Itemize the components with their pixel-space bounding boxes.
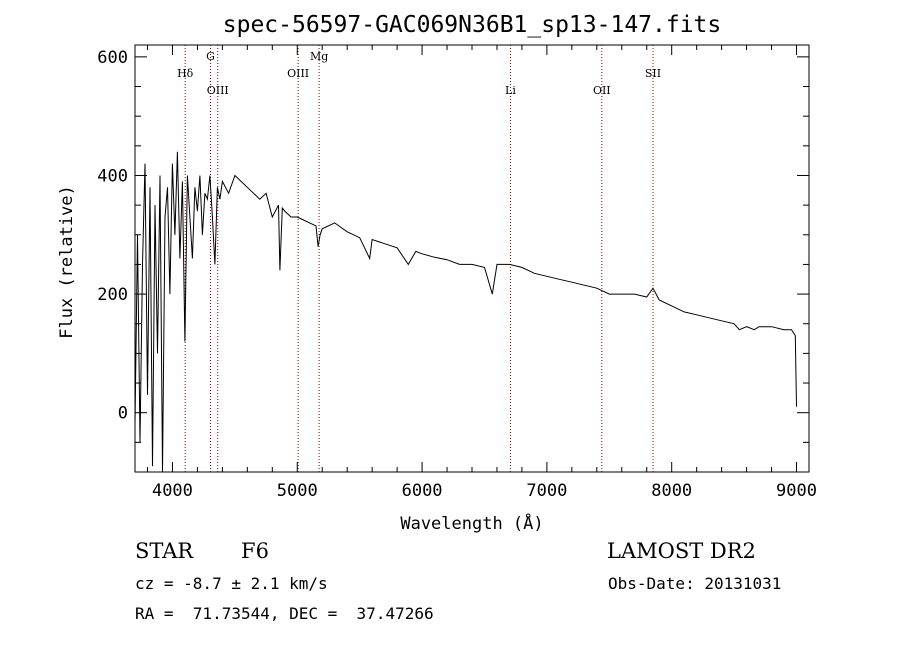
spectral-line-label: OIII xyxy=(207,84,229,97)
x-tick-label: 8000 xyxy=(651,481,692,501)
spectral-line-label: SII xyxy=(645,67,661,80)
spectral-line-label: OII xyxy=(593,84,611,97)
coordinates-text: RA = 71.73544, DEC = 37.47266 xyxy=(135,604,434,623)
x-tick-label: 9000 xyxy=(776,481,817,501)
obs-date-text: Obs-Date: 20131031 xyxy=(608,574,782,593)
y-tick-label: 0 xyxy=(118,404,128,424)
x-tick-label: 5000 xyxy=(277,481,318,501)
plot-frame xyxy=(134,44,810,473)
spectral-line-label: Hδ xyxy=(177,67,194,80)
y-axis-label: Flux (relative) xyxy=(57,185,77,339)
spectral-line-label: OIII xyxy=(287,67,309,80)
x-tick-label: 6000 xyxy=(402,481,443,501)
x-axis-label: Wavelength (Å) xyxy=(400,512,543,534)
spectrum-line xyxy=(134,151,797,473)
spectral-line-label: G xyxy=(206,50,215,63)
chart-title: spec-56597-GAC069N36B1_sp13-147.fits xyxy=(223,12,722,38)
survey-label: LAMOST DR2 xyxy=(607,539,756,563)
spectral-line-label: Li xyxy=(505,84,516,97)
spectral-line-label: Mg xyxy=(310,50,328,63)
axis-ticks: 4000 5000 6000 7000 8000 9000 0 200 400 600 xyxy=(97,45,817,501)
y-tick-label: 400 xyxy=(97,166,128,186)
object-class: STAR xyxy=(135,539,194,563)
y-tick-label: 600 xyxy=(97,48,128,68)
x-tick-label: 4000 xyxy=(152,481,193,501)
object-subclass: F6 xyxy=(241,539,269,563)
x-tick-label: 7000 xyxy=(526,481,567,501)
y-tick-label: 200 xyxy=(97,285,128,305)
redshift-text: cz = -8.7 ± 2.1 km/s xyxy=(135,574,328,593)
